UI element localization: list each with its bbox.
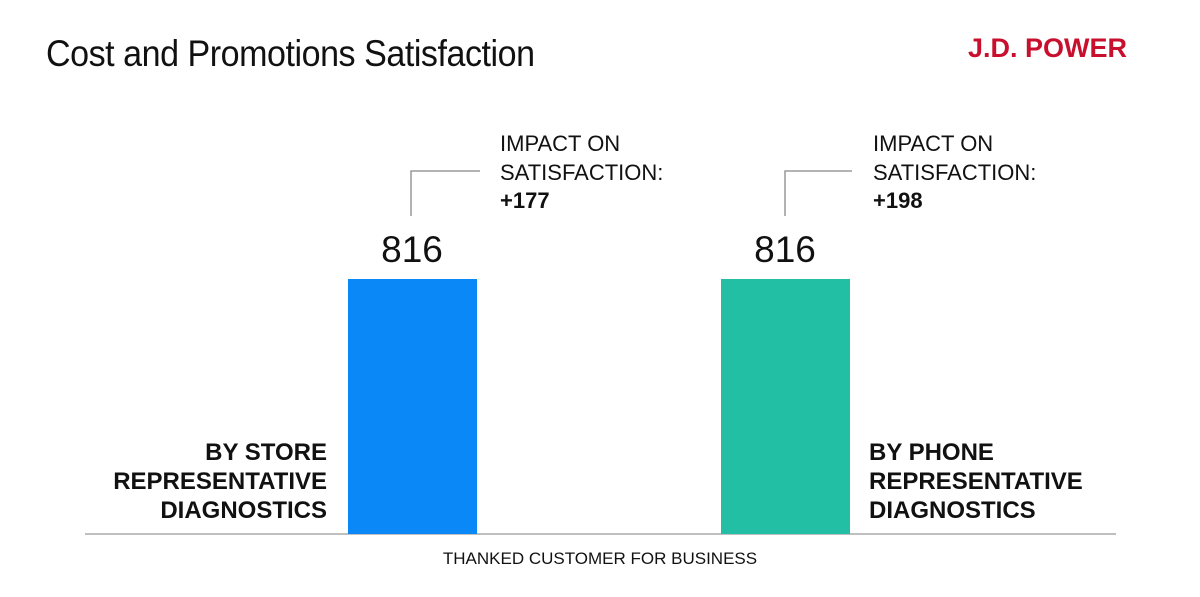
annotation-line1-phone: IMPACT ON xyxy=(873,131,993,156)
annotation-value-store: +177 xyxy=(500,188,550,213)
bar-value-label-store: 816 xyxy=(381,229,443,270)
annotation-line2-phone: SATISFACTION: xyxy=(873,160,1036,185)
category-label-phone-line3: DIAGNOSTICS xyxy=(869,497,1036,524)
bar-phone-representative xyxy=(721,279,850,534)
annotation-value-phone: +198 xyxy=(873,188,923,213)
annotation-line2-store: SATISFACTION: xyxy=(500,160,663,185)
callout-line-store xyxy=(410,170,480,216)
category-label-phone-line1: BY PHONE xyxy=(869,439,994,466)
bar-value-label-phone: 816 xyxy=(754,229,816,270)
category-label-store-line3: DIAGNOSTICS xyxy=(160,497,327,524)
chart-title: Cost and Promotions Satisfaction xyxy=(46,33,535,74)
category-label-store-line2: REPRESENTATIVE xyxy=(113,468,327,495)
jd-power-logo: J.D. POWER xyxy=(968,33,1128,63)
callout-line-phone xyxy=(784,170,852,216)
annotation-line1-store: IMPACT ON xyxy=(500,131,620,156)
x-axis-label: THANKED CUSTOMER FOR BUSINESS xyxy=(443,549,757,568)
category-label-phone-line2: REPRESENTATIVE xyxy=(869,468,1083,495)
category-label-store-line1: BY STORE xyxy=(205,439,327,466)
bar-store-representative xyxy=(348,279,477,534)
